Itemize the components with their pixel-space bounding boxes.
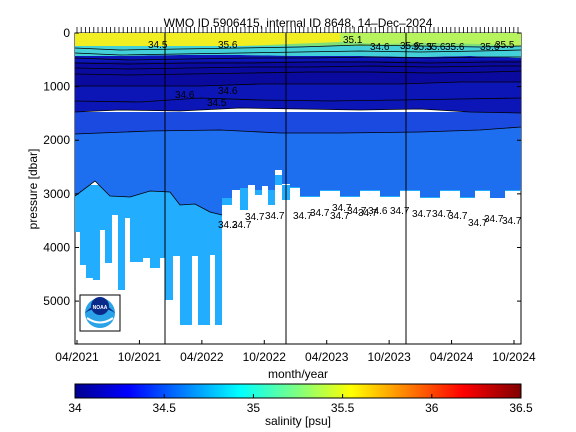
contour-label: 34.2 <box>218 220 238 231</box>
contour-labels: 34.6 34.5 34.6 34.5 35.6 34.6 35.6 34.7 … <box>148 35 522 231</box>
salinity-section <box>75 33 521 325</box>
contour-label: 34.7 <box>347 206 367 217</box>
colorbar <box>74 383 522 399</box>
contour-lines <box>75 44 521 216</box>
contour-label: 34.5 <box>148 40 168 51</box>
contour-label: 34.7 <box>245 212 265 223</box>
deep-water-layer <box>75 175 521 325</box>
x-tick-label: 10/2022 <box>243 350 287 364</box>
mid-depth-band <box>75 112 521 134</box>
contour-label: 34.7 <box>358 208 378 219</box>
x-tick-label: 04/2022 <box>180 350 224 364</box>
contour-label: 34.7 <box>484 214 504 225</box>
contour-label: 34.7 <box>468 218 488 229</box>
x-tick-label: 04/2021 <box>55 350 99 364</box>
contour-label: 35.6 <box>400 41 420 52</box>
contour-label: 35.6 <box>480 42 500 53</box>
profile-ticks <box>76 27 519 33</box>
y-tick-label: 0 <box>63 26 70 40</box>
contour-label: 35.5 <box>495 40 515 51</box>
contour-label: 34.6 <box>370 42 390 53</box>
contour-label: 34.7 <box>232 220 252 231</box>
y-axis-label: pressure [dbar] <box>26 149 40 230</box>
contour-label: 34.7 <box>412 209 432 220</box>
noaa-logo: NOAA <box>79 294 121 332</box>
x-tick-label: 10/2024 <box>492 350 536 364</box>
contour-label: 34.6 <box>218 86 238 97</box>
x-axis-label: month/year <box>268 367 328 381</box>
contour-label: 35.6 <box>445 42 465 53</box>
year-separators <box>164 33 407 344</box>
x-axis: 04/2021 10/2021 04/2022 10/2022 04/2023 10/20… <box>55 340 536 364</box>
contour-label: 34.7 <box>390 206 410 217</box>
y-tick-label: 3000 <box>43 187 70 201</box>
contour-label: 34.7 <box>448 211 468 222</box>
colorbar-label: salinity [psu] <box>265 414 331 428</box>
colorbar-tick-label: 35.5 <box>331 401 355 415</box>
contour-label: 34.6 <box>175 90 195 101</box>
colorbar-tick-label: 36.5 <box>509 401 533 415</box>
contour-label: 35.6 <box>426 42 446 53</box>
x-tick-label: 04/2024 <box>430 350 474 364</box>
y-tick-label: 4000 <box>43 240 70 254</box>
surface-green-patch <box>340 33 521 46</box>
colorbar-ticks: 34 34.5 35 35.5 36 36.5 <box>68 394 533 415</box>
contour-label: 34.7 <box>330 211 350 222</box>
contour-label: 34.7 <box>432 209 452 220</box>
contour-label: 35.5 <box>413 42 433 53</box>
colorbar-tick-label: 34 <box>68 401 82 415</box>
y-tick-label: 5000 <box>43 294 70 308</box>
colorbar-tick-label: 36 <box>425 401 439 415</box>
y-tick-label: 1000 <box>43 80 70 94</box>
noaa-logo-text: NOAA <box>93 305 108 311</box>
y-tick-label: 2000 <box>43 133 70 147</box>
contour-label: 34.7 <box>332 203 352 214</box>
x-tick-label: 10/2021 <box>118 350 162 364</box>
x-tick-label: 10/2023 <box>367 350 411 364</box>
contour-label: 34.5 <box>207 98 227 109</box>
colorbar-tick-label: 34.5 <box>153 401 177 415</box>
contour-label: 34.6 <box>368 206 388 217</box>
colorbar-tick-label: 35 <box>247 401 261 415</box>
contour-label: 34.7 <box>265 211 285 222</box>
contour-label: 35.6 <box>218 40 238 51</box>
surface-yellow-patch <box>75 33 340 48</box>
intermediate-water-layer <box>75 112 521 215</box>
contour-label: 34.7 <box>502 216 522 227</box>
chart-title: WMO ID 5906415, internal ID 8648, 14–Dec… <box>164 16 433 30</box>
contour-label: 34.7 <box>293 211 313 222</box>
contour-label: 34.7 <box>310 208 330 219</box>
contour-label: 35.1 <box>343 35 363 46</box>
x-tick-label: 04/2023 <box>305 350 349 364</box>
y-axis: 0 1000 2000 3000 4000 5000 <box>43 26 521 308</box>
